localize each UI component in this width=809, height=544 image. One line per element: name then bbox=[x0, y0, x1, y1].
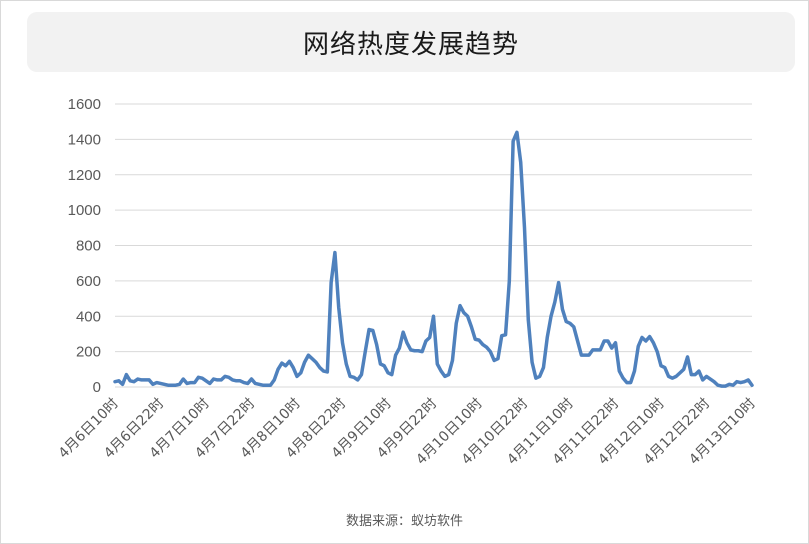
y-tick-label: 0 bbox=[93, 379, 101, 396]
y-tick-label: 400 bbox=[76, 308, 101, 325]
series-line bbox=[113, 130, 754, 388]
y-tick-label: 1400 bbox=[68, 131, 101, 148]
y-tick-label: 1200 bbox=[68, 167, 101, 184]
y-tick-label: 1600 bbox=[68, 96, 101, 113]
y-tick-label: 800 bbox=[76, 238, 101, 255]
y-tick-label: 600 bbox=[76, 273, 101, 290]
chart-title: 网络热度发展趋势 bbox=[302, 29, 519, 60]
data-source: 数据来源：蚁坊软件 bbox=[345, 514, 463, 529]
title-banner: 网络热度发展趋势 bbox=[27, 12, 795, 72]
y-tick-label: 200 bbox=[76, 344, 101, 361]
y-tick-label: 1000 bbox=[68, 202, 101, 219]
